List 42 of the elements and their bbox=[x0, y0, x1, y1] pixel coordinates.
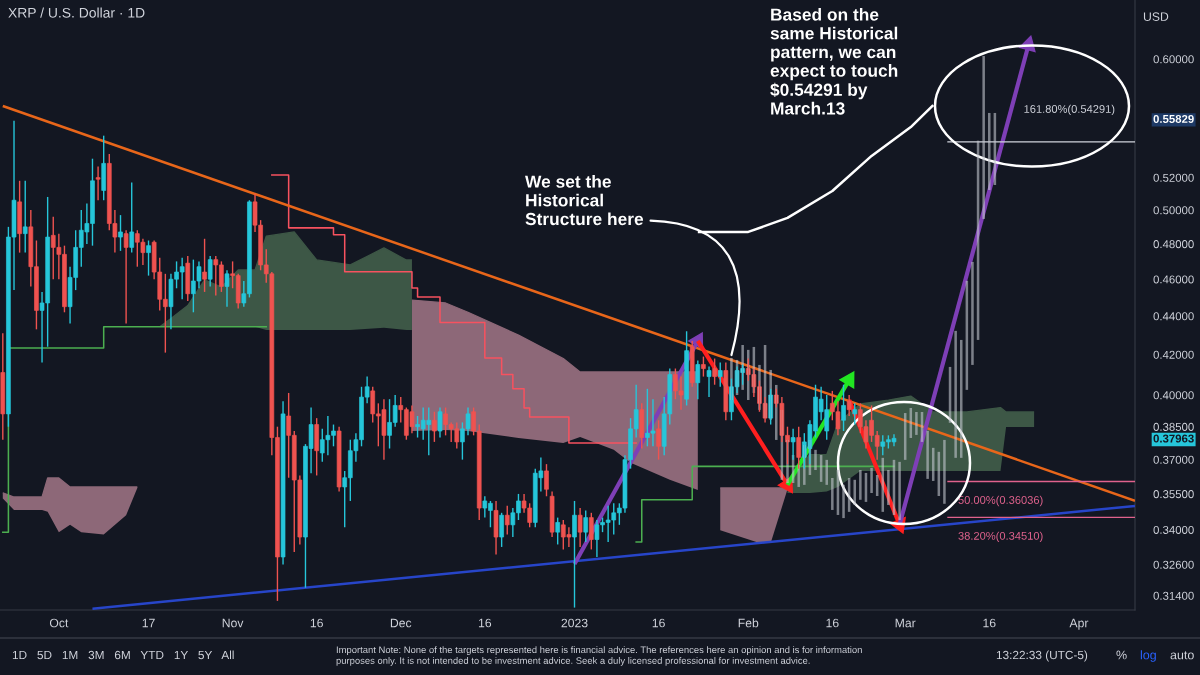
y-tick-label: 0.44000 bbox=[1153, 312, 1194, 321]
annotation: We set the Historical Structure here bbox=[525, 175, 644, 226]
y-tick-label: 0.50000 bbox=[1153, 206, 1194, 215]
y-tick-label: 0.48000 bbox=[1153, 240, 1194, 249]
text: Important Note: None of the targets represented here is financial advice. The references here an opinion and is for information purposes only. It is not intended to be investment advice. Seek a duly licensed professional for investment advice. bbox=[336, 646, 862, 666]
y-tick-label: 0.38500 bbox=[1153, 422, 1194, 431]
chart-title: XRP / U.S. Dollar · 1D bbox=[8, 7, 145, 18]
x-tick-label: Apr bbox=[1069, 618, 1089, 630]
y-tick-label: 0.60000 bbox=[1153, 55, 1194, 64]
text: % bbox=[1116, 650, 1127, 660]
x-tick-label: 16 bbox=[310, 618, 323, 628]
y-axis-title: USD bbox=[1143, 12, 1169, 21]
y-tick-label: 0.40000 bbox=[1153, 391, 1194, 400]
y-tick-label: 0.46000 bbox=[1153, 275, 1194, 284]
x-tick-label: 16 bbox=[983, 618, 996, 628]
x-tick-label: 17 bbox=[142, 618, 155, 628]
ref-line-label: 50.00%(0.36036) bbox=[958, 495, 1043, 507]
y-tick-label: 0.42000 bbox=[1153, 350, 1194, 359]
y-tick-label: 0.34000 bbox=[1153, 525, 1194, 534]
y-tick-label: 0.55829 bbox=[1153, 114, 1194, 123]
text: log bbox=[1140, 650, 1156, 662]
x-tick-label: Dec bbox=[390, 618, 412, 628]
x-tick-label: 2023 bbox=[561, 618, 588, 628]
y-tick-label: 0.52000 bbox=[1153, 173, 1194, 182]
x-tick-label: Mar bbox=[895, 618, 916, 628]
x-tick-label: Feb bbox=[738, 618, 759, 628]
text: 13:22:33 (UTC-5) bbox=[996, 650, 1088, 662]
annotation: Based on the same Historical pattern, we can expect to touch $0.54291 by March.13 bbox=[770, 8, 898, 115]
text: 1D 5D 1M 3M 6M YTD 1Y 5Y All bbox=[12, 650, 234, 660]
ref-line-label: 161.80%(0.54291) bbox=[1024, 104, 1115, 116]
ref-line-label: 38.20%(0.34510) bbox=[958, 531, 1043, 542]
x-tick-label: 16 bbox=[826, 618, 839, 628]
y-tick-label: 0.37000 bbox=[1153, 455, 1194, 464]
y-tick-label: 0.35500 bbox=[1153, 490, 1194, 499]
y-tick-label: 0.31400 bbox=[1153, 591, 1194, 600]
x-tick-label: 16 bbox=[478, 618, 492, 628]
y-tick-label: 0.32600 bbox=[1153, 560, 1194, 569]
text: auto bbox=[1170, 651, 1194, 660]
x-tick-label: Nov bbox=[222, 618, 244, 628]
y-tick-label: 0.37963 bbox=[1153, 434, 1194, 443]
x-tick-label: 16 bbox=[652, 618, 665, 628]
x-tick-label: Oct bbox=[49, 618, 69, 628]
